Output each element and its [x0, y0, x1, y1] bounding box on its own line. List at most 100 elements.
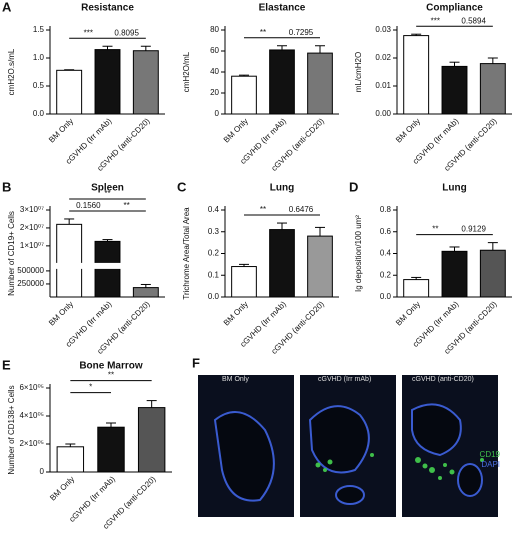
chart-title: Spleen	[91, 183, 124, 194]
vessel	[213, 411, 275, 502]
chart-title: Resistance	[81, 3, 134, 14]
panel-letter: D	[349, 179, 358, 194]
vessel	[411, 403, 462, 457]
bar	[56, 446, 85, 473]
panel-letter: B	[2, 179, 11, 194]
vessel	[335, 485, 365, 505]
micrograph-label: BM Only	[222, 376, 249, 383]
chart-panel: D Lung Ig deposition/100 um² 0.0 0.2 0.4 0.6 0.…	[349, 179, 512, 356]
significance-label: **	[260, 205, 266, 214]
bar	[307, 235, 333, 298]
cd19-stain	[315, 453, 484, 480]
y-tick-label: 0.4	[380, 249, 392, 258]
y-tick-label: 1.0	[33, 53, 45, 62]
bar	[231, 266, 257, 298]
panel-letter: E	[2, 357, 11, 372]
y-axis-label: cmH2O.s/mL	[7, 48, 16, 95]
bar	[269, 229, 295, 298]
x-tick-label: BM Only	[48, 475, 76, 503]
y-tick-label: 0.0	[380, 292, 392, 301]
y-tick-label: 0.03	[375, 25, 391, 34]
x-tick-label: BM Only	[394, 300, 422, 328]
significance-label: ***	[84, 28, 93, 37]
significance-label: **	[108, 371, 114, 380]
y-tick-label: 0	[40, 467, 45, 476]
y-tick-label: 80	[210, 25, 219, 34]
legend-entry: CD19	[480, 450, 501, 459]
axis-break	[48, 262, 167, 269]
y-tick-label: 2×10⁰⁵	[19, 439, 44, 448]
vessel	[457, 463, 483, 497]
y-tick-label: 0.5	[33, 81, 45, 90]
bar	[56, 223, 83, 298]
significance-label: 0.6476	[289, 205, 314, 214]
y-tick-label: 20	[210, 88, 219, 97]
y-axis-label: Trichrome Area/Total Area	[182, 207, 191, 300]
y-tick-label: 500000	[17, 266, 44, 275]
bar	[269, 49, 295, 115]
chart-panel: B Spleen Number of CD19+ Cells 250000 500000…	[2, 179, 167, 356]
significance-label: 0.8095	[114, 28, 139, 37]
significance-label: **	[124, 201, 130, 210]
chart-title: Compliance	[426, 3, 483, 14]
bar	[441, 250, 468, 298]
micrograph-label: cGVHD (anti-CD20)	[412, 376, 474, 383]
x-tick-label: BM Only	[394, 117, 422, 145]
bar	[132, 50, 159, 115]
significance-label: **	[104, 189, 110, 198]
bar	[137, 407, 166, 473]
x-tick-label: BM Only	[222, 117, 250, 145]
bar	[231, 75, 257, 115]
significance-label: *	[89, 383, 92, 392]
y-tick-label: 0.2	[380, 270, 392, 279]
y-axis-label: Number of CD19+ Cells	[7, 211, 16, 296]
y-tick-label: 1.5	[33, 25, 45, 34]
y-tick-label: 0.8	[380, 205, 392, 214]
y-tick-label: 40	[210, 67, 219, 76]
bar	[479, 249, 506, 298]
micrograph-label: cGVHD (Irr mAb)	[318, 376, 371, 383]
y-tick-label: 60	[210, 46, 219, 55]
bar	[132, 287, 159, 298]
x-tick-label: BM Only	[47, 117, 75, 145]
bar	[307, 52, 333, 115]
bar	[441, 65, 468, 115]
y-tick-label: 3×10⁰⁷	[20, 205, 44, 214]
panel-letter: A	[2, 0, 12, 14]
micrograph-panel: F BM Only cGVHD (Irr mAb) cGVHD (anti-CD…	[192, 355, 501, 517]
y-tick-label: 1×10⁰⁷	[20, 241, 44, 250]
y-tick-label: 0.4	[208, 205, 220, 214]
x-tick-label: BM Only	[222, 300, 250, 328]
y-tick-label: 0.2	[208, 249, 220, 258]
y-tick-label: 0.1	[208, 270, 220, 279]
panel-letter: C	[177, 179, 187, 194]
y-axis-label: mL/cmH2O	[354, 52, 363, 92]
bar	[56, 69, 83, 115]
significance-label: **	[432, 225, 438, 234]
y-axis-label: Number of CD138+ Cells	[7, 385, 16, 474]
chart-panel: Compliance mL/cmH2O 0.00 0.01 0.02 0.03 BM Onl…	[354, 3, 512, 173]
y-tick-label: 0.3	[208, 227, 220, 236]
significance-label: 0.5894	[461, 16, 486, 25]
y-tick-label: 0.6	[380, 227, 392, 236]
y-tick-label: 0.02	[375, 53, 391, 62]
chart-title: Lung	[442, 183, 466, 194]
panel-letter: F	[192, 355, 200, 370]
y-tick-label: 6×10⁰⁵	[19, 383, 44, 392]
y-tick-label: 0.00	[375, 109, 391, 118]
chart-panel: A Resistance cmH2O.s/mL 0.0 0.5 1.0 1.5 BM Only…	[2, 0, 165, 173]
bar	[403, 279, 430, 298]
significance-label: **	[260, 28, 266, 37]
bar	[479, 63, 506, 115]
y-tick-label: 0.0	[208, 292, 220, 301]
y-tick-label: 250000	[17, 279, 44, 288]
chart-title: Elastance	[259, 3, 306, 14]
y-axis-label: cmH2O/mL	[182, 51, 191, 92]
bar	[94, 49, 121, 115]
x-tick-label: BM Only	[47, 300, 75, 328]
significance-label: ***	[431, 16, 440, 25]
y-tick-label: 4×10⁰⁵	[19, 411, 44, 420]
y-axis-label: Ig deposition/100 um²	[354, 215, 363, 292]
